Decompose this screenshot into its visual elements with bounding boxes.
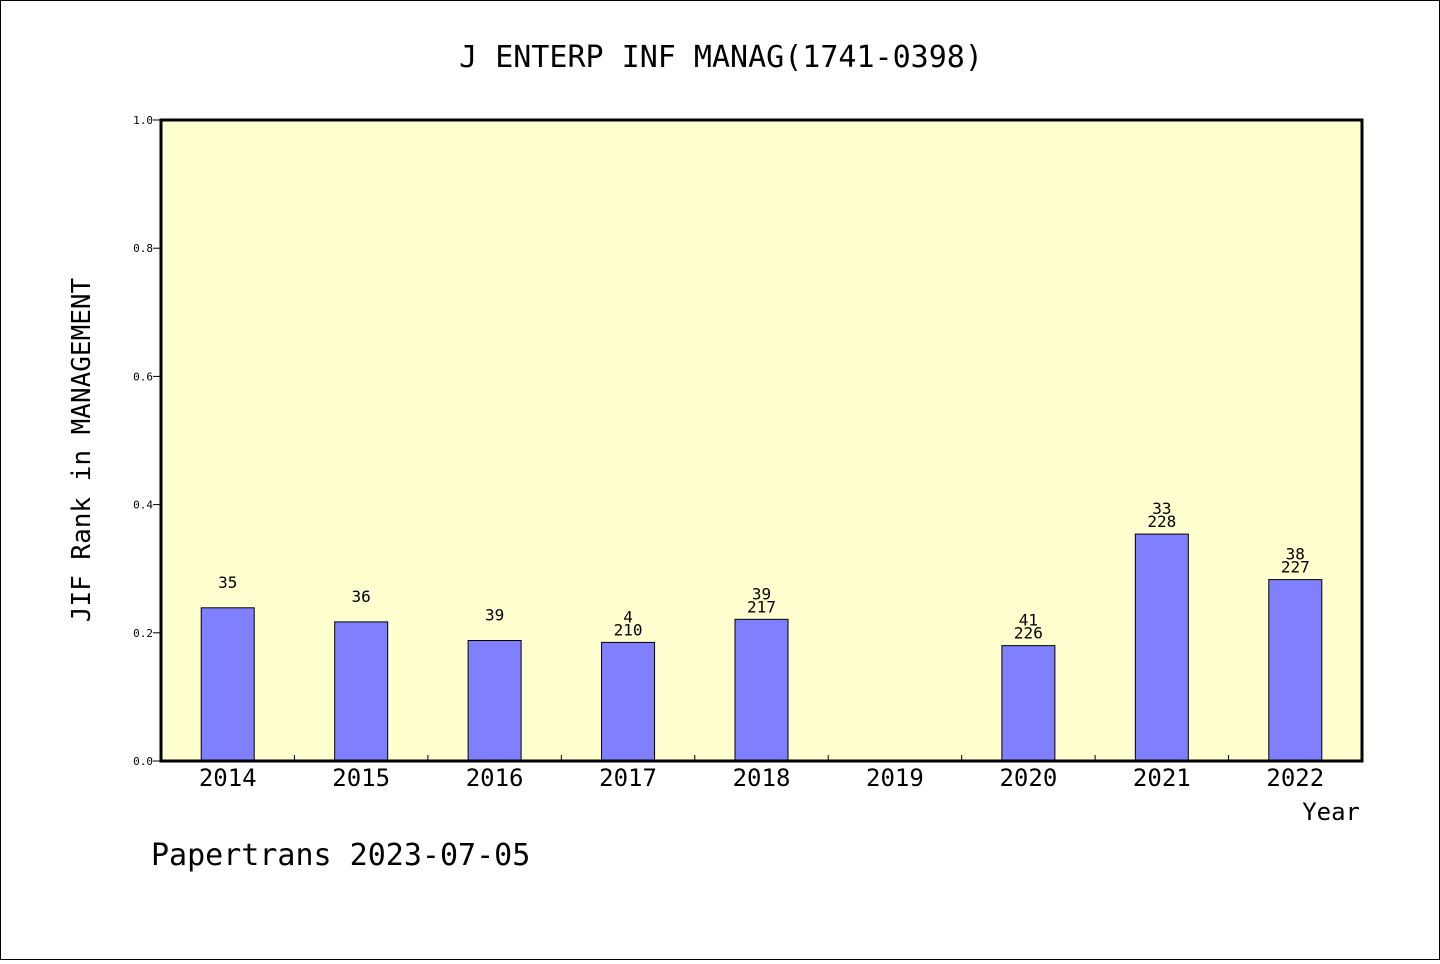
bar-2022	[1268, 579, 1323, 762]
footer-text: Papertrans 2023-07-05	[151, 838, 530, 873]
data-label-2018: 39	[752, 584, 771, 603]
bars-group	[200, 533, 1323, 762]
data-label-2017: 210	[614, 620, 643, 639]
data-label-2022: 227	[1281, 558, 1310, 577]
bar-2014	[200, 607, 255, 762]
x-tick-label: 2020	[999, 764, 1057, 792]
y-axis-label: JIF Rank in MANAGEMENT	[67, 277, 97, 622]
data-label-2014: 35	[218, 573, 237, 592]
data-label-2018: 217	[747, 597, 776, 616]
x-tick-label: 2016	[466, 764, 524, 792]
x-axis-ticks: 2014 2015 2016 2017 2018 2019 2020 2021 2022	[199, 755, 1324, 792]
bar-2021	[1134, 533, 1189, 762]
bar-2015	[334, 621, 389, 762]
data-label-2021: 33	[1152, 499, 1171, 518]
data-label-2020: 41	[1019, 611, 1038, 630]
x-tick-label: 2017	[599, 764, 657, 792]
plot-border	[159, 118, 1364, 763]
x-tick-label: 2014	[199, 764, 257, 792]
y-axis-ticks: 0.0 0.2 0.4 0.6 0.8 1.0	[133, 114, 161, 768]
y-tick-label: 0.4	[133, 499, 153, 512]
data-label-2015: 36	[352, 587, 371, 606]
bar-2020	[1001, 645, 1056, 762]
data-label-2016: 39	[485, 605, 504, 624]
x-axis-label: Year	[1302, 798, 1360, 826]
data-label-2017: 4	[623, 607, 633, 626]
data-label-2020: 226	[1014, 624, 1043, 643]
y-tick-label: 1.0	[133, 114, 153, 127]
x-tick-label: 2019	[866, 764, 924, 792]
bar-2018	[734, 618, 789, 762]
x-tick-label: 2021	[1133, 764, 1191, 792]
bar-2017	[601, 641, 656, 762]
bar-2016	[467, 639, 522, 762]
y-tick-label: 0.6	[133, 370, 153, 383]
y-tick-label: 0.8	[133, 242, 153, 255]
data-label-2021: 228	[1147, 512, 1176, 531]
y-tick-label: 0.0	[133, 755, 153, 768]
y-tick-label: 0.2	[133, 627, 153, 640]
data-label-2022: 38	[1286, 545, 1305, 564]
chart-title: J ENTERP INF MANAG(1741-0398)	[459, 40, 983, 75]
x-tick-label: 2022	[1266, 764, 1324, 792]
x-tick-label: 2015	[332, 764, 390, 792]
x-tick-label: 2018	[733, 764, 791, 792]
